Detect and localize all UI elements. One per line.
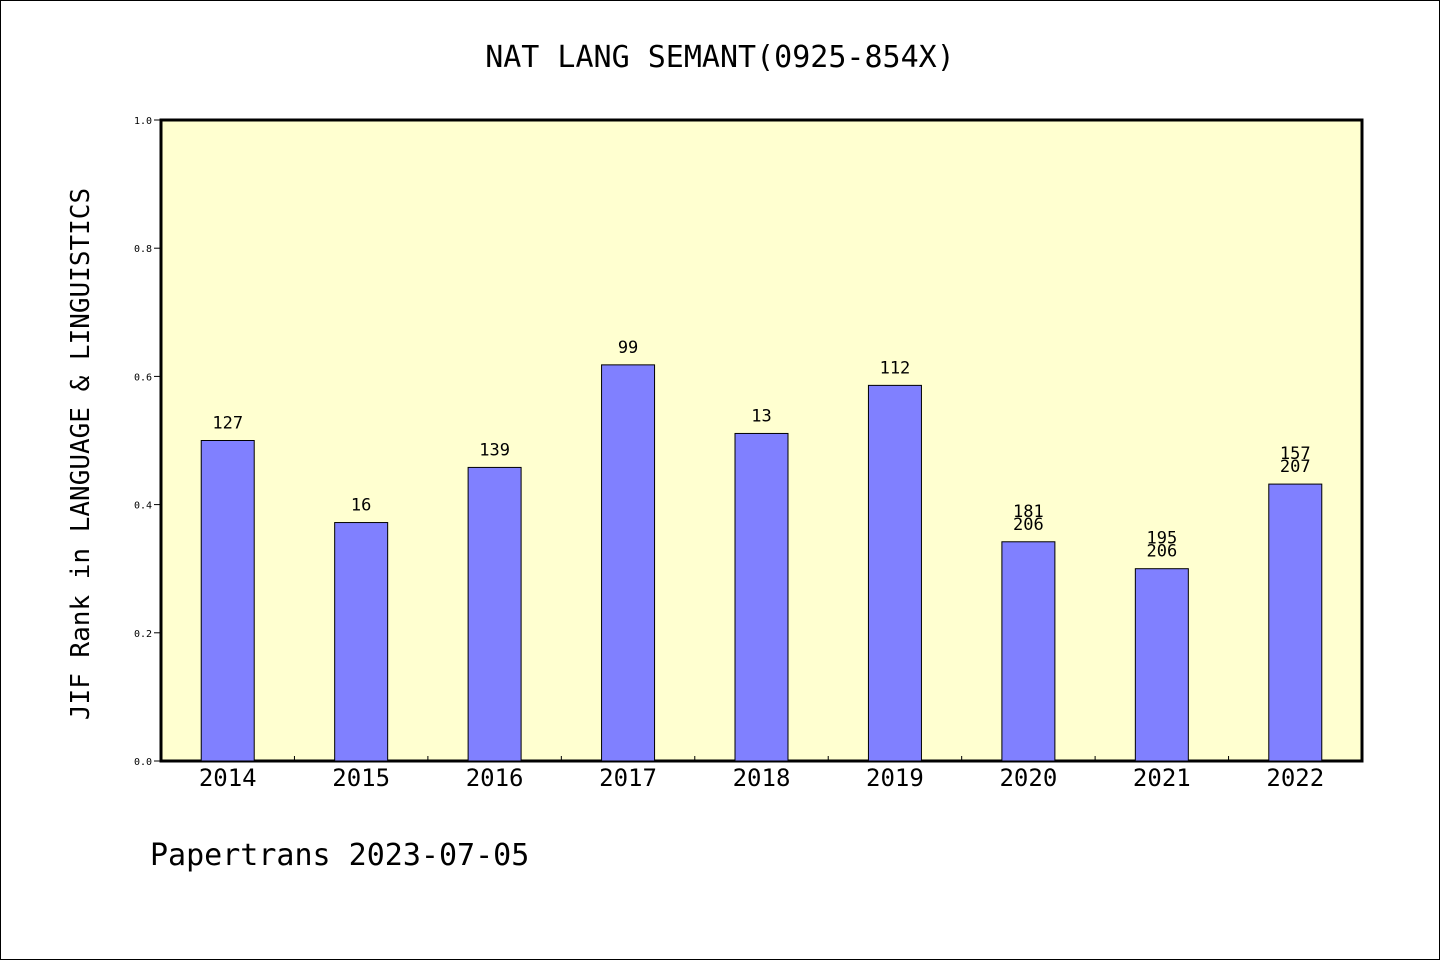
bar-2015 [334, 522, 389, 762]
x-tick-label: 2017 [599, 764, 657, 792]
bar-label: 99 [618, 338, 638, 358]
bar-label: 13 [751, 406, 771, 426]
x-axis: 2014 2015 2016 2017 2018 2019 2020 2021 2022 [199, 756, 1324, 792]
y-tick-label: 0.0 [134, 757, 152, 768]
y-tick-label: 1.0 [134, 116, 152, 127]
x-tick-label: 2019 [866, 764, 924, 792]
bar-2014 [200, 440, 255, 762]
x-tick-label: 2015 [332, 764, 390, 792]
chart-title: NAT LANG SEMANT(0925-854X) [485, 40, 955, 75]
bar-2021 [1134, 568, 1189, 762]
bar-2020 [1001, 541, 1056, 762]
bar-2018 [734, 432, 789, 762]
y-tick-label: 0.8 [134, 244, 152, 255]
x-tick-label: 2020 [999, 764, 1057, 792]
bar-2022 [1268, 483, 1323, 762]
bar-2017 [601, 364, 656, 762]
x-tick-label: 2016 [466, 764, 524, 792]
bar-label: 139 [479, 440, 510, 460]
y-tick-label: 0.6 [134, 372, 152, 383]
bar-2019 [867, 384, 922, 762]
x-tick-label: 2014 [199, 764, 257, 792]
y-axis-label: JIF Rank in LANGUAGE & LINGUISTICS [66, 188, 96, 720]
bar-label: 157 [1280, 444, 1311, 464]
bar-label: 127 [212, 414, 243, 434]
x-tick-label: 2018 [733, 764, 791, 792]
bar-label: 206 [1013, 515, 1044, 535]
y-tick-label: 0.2 [134, 629, 152, 640]
bar-2016 [467, 466, 522, 762]
x-tick-label: 2022 [1266, 764, 1324, 792]
bar-label: 206 [1146, 542, 1177, 562]
bar-label: 195 [1146, 529, 1177, 549]
bar-label: 181 [1013, 502, 1044, 522]
bar-label: 16 [351, 496, 371, 516]
y-tick-label: 0.4 [134, 501, 152, 512]
y-axis: 0.0 0.2 0.4 0.6 0.8 1.0 [134, 116, 161, 768]
x-tick-label: 2021 [1133, 764, 1191, 792]
footer-note: Papertrans 2023-07-05 [150, 838, 529, 873]
bar-label: 112 [880, 358, 911, 378]
bar-label: 207 [1280, 457, 1311, 477]
